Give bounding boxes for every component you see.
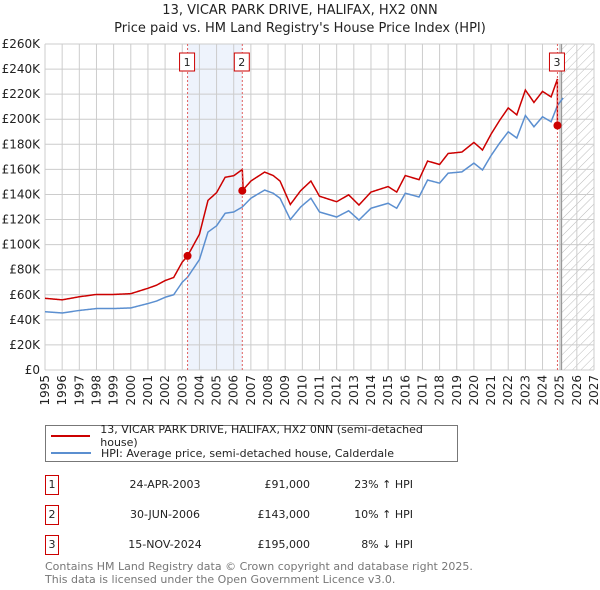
x-tick-label: 2003 bbox=[175, 375, 189, 406]
x-tick-label: 2007 bbox=[244, 375, 258, 406]
sale-label: 1 bbox=[184, 56, 191, 69]
sale-hpi-diff: 23% ↑ HPI bbox=[354, 478, 413, 491]
y-tick-label: £100K bbox=[2, 238, 42, 252]
hpi-line bbox=[44, 97, 564, 314]
sale-price: £143,000 bbox=[257, 508, 311, 521]
y-tick-label: £0 bbox=[25, 363, 40, 377]
sale-label-box bbox=[233, 52, 250, 72]
sale-period-shading bbox=[187, 44, 243, 370]
legend-label: 13, VICAR PARK DRIVE, HALIFAX, HX2 0NN (… bbox=[100, 423, 423, 449]
y-tick-label: £240K bbox=[2, 62, 42, 76]
x-tick-label: 2027 bbox=[587, 375, 600, 406]
x-tick-label: 2018 bbox=[433, 375, 447, 406]
sale-label: 2 bbox=[238, 56, 245, 69]
sale-number: 1 bbox=[45, 475, 59, 495]
sale-point bbox=[553, 121, 562, 130]
x-tick-label: 2024 bbox=[536, 375, 550, 406]
sale-point bbox=[183, 251, 192, 260]
legend-item-property: 13, VICAR PARK DRIVE, HALIFAX, HX2 0NN (… bbox=[51, 423, 457, 449]
legend-swatch-blue bbox=[51, 452, 91, 454]
x-tick-label: 2016 bbox=[398, 375, 412, 406]
sale-date: 30-JUN-2006 bbox=[129, 508, 201, 521]
property-line bbox=[44, 78, 559, 301]
legend-label: HPI: Average price, semi-detached house,… bbox=[101, 446, 394, 460]
x-tick-label: 1999 bbox=[107, 375, 121, 406]
sale-label-box bbox=[179, 52, 196, 72]
x-tick-label: 2026 bbox=[570, 375, 584, 406]
chart-title: 13, VICAR PARK DRIVE, HALIFAX, HX2 0NN bbox=[162, 3, 438, 18]
sale-number: 3 bbox=[45, 535, 59, 555]
x-tick-label: 2006 bbox=[227, 375, 241, 406]
x-tick-label: 2023 bbox=[518, 375, 532, 406]
sale-date: 15-NOV-2024 bbox=[128, 538, 202, 551]
x-tick-label: 2010 bbox=[295, 375, 309, 406]
y-tick-label: £60K bbox=[9, 288, 41, 302]
sale-hpi-diff: 10% ↑ HPI bbox=[354, 508, 413, 521]
y-tick-label: £20K bbox=[9, 338, 41, 352]
sale-hpi-diff: 8% ↓ HPI bbox=[361, 538, 413, 551]
sale-row: 1 24-APR-2003 £91,000 23% ↑ HPI bbox=[45, 475, 465, 495]
y-tick-label: £80K bbox=[9, 263, 41, 277]
price-chart: £0 £20K £40K £60K £80K £100K £120K £140K £160K £1… bbox=[2, 37, 600, 406]
x-tick-label: 2017 bbox=[415, 375, 429, 406]
legend: 13, VICAR PARK DRIVE, HALIFAX, HX2 0NN (… bbox=[45, 423, 458, 462]
chart-subtitle: Price paid vs. HM Land Registry's House … bbox=[114, 21, 486, 36]
x-tick-label: 2004 bbox=[192, 375, 206, 406]
x-tick-label: 2011 bbox=[313, 375, 327, 406]
x-tick-label: 1996 bbox=[55, 375, 69, 406]
x-tick-label: 2021 bbox=[484, 375, 498, 406]
sale-price: £195,000 bbox=[257, 538, 311, 551]
x-tick-label: 2020 bbox=[467, 375, 481, 406]
forecast-hatch bbox=[561, 44, 594, 370]
x-tick-label: 2008 bbox=[261, 375, 275, 406]
sale-point bbox=[238, 186, 247, 195]
x-tick-label: 2013 bbox=[347, 375, 361, 406]
sale-label: 3 bbox=[553, 56, 560, 69]
sale-number: 2 bbox=[45, 505, 59, 525]
legend-swatch-red bbox=[51, 435, 91, 437]
footer: Contains HM Land Registry data © Crown c… bbox=[45, 560, 473, 586]
x-tick-label: 2022 bbox=[501, 375, 515, 406]
y-tick-label: £220K bbox=[2, 87, 42, 101]
y-tick-label: £180K bbox=[2, 137, 42, 151]
y-tick-label: £120K bbox=[2, 213, 42, 227]
x-tick-label: 1998 bbox=[89, 375, 103, 406]
x-tick-label: 2000 bbox=[124, 375, 138, 406]
sale-row: 3 15-NOV-2024 £195,000 8% ↓ HPI bbox=[45, 535, 465, 555]
legend-item-hpi: HPI: Average price, semi-detached house,… bbox=[51, 445, 394, 461]
footer-copyright: Contains HM Land Registry data © Crown c… bbox=[45, 560, 473, 573]
x-tick-label: 2009 bbox=[278, 375, 292, 406]
x-tick-label: 2001 bbox=[141, 375, 155, 406]
y-tick-label: £40K bbox=[9, 313, 41, 327]
x-tick-label: 2012 bbox=[330, 375, 344, 406]
y-tick-label: £140K bbox=[2, 187, 42, 201]
footer-licence: This data is licensed under the Open Gov… bbox=[45, 573, 396, 586]
sale-price: £91,000 bbox=[264, 478, 311, 491]
x-tick-label: 2005 bbox=[210, 375, 224, 406]
sale-label-box bbox=[548, 52, 565, 72]
sale-date: 24-APR-2003 bbox=[129, 478, 201, 491]
x-tick-label: 1995 bbox=[38, 375, 52, 406]
sale-row: 2 30-JUN-2006 £143,000 10% ↑ HPI bbox=[45, 505, 465, 525]
x-tick-label: 2002 bbox=[158, 375, 172, 406]
x-tick-label: 2025 bbox=[553, 375, 567, 406]
y-tick-label: £200K bbox=[2, 112, 42, 126]
x-tick-label: 2014 bbox=[364, 375, 378, 406]
x-tick-label: 2015 bbox=[381, 375, 395, 406]
y-tick-label: £260K bbox=[2, 37, 42, 51]
x-tick-label: 2019 bbox=[450, 375, 464, 406]
x-tick-label: 1997 bbox=[72, 375, 86, 406]
y-tick-label: £160K bbox=[2, 162, 42, 176]
